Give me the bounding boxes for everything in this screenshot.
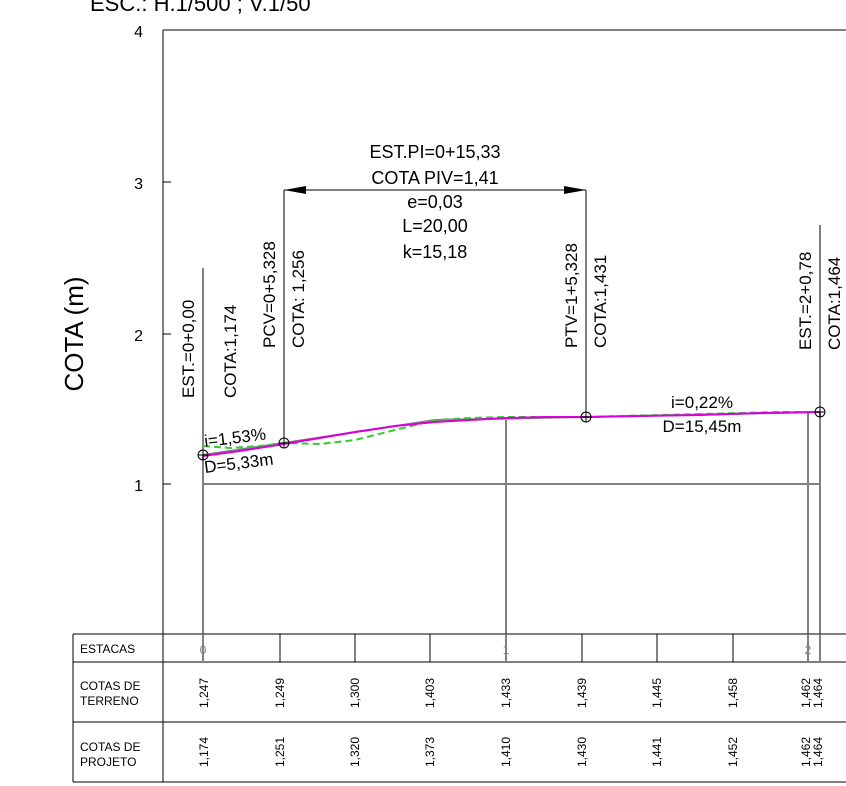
terreno-value-9: 1,464 — [811, 678, 825, 708]
projeto-value-2: 1,320 — [348, 737, 362, 767]
projeto-value-1: 1,251 — [273, 737, 287, 767]
y-tick-label-4: 4 — [134, 24, 143, 41]
terreno-value-6: 1,445 — [650, 678, 664, 708]
start-cota-label: COTA:1,174 — [221, 305, 240, 398]
terreno-value-7: 1,458 — [726, 678, 740, 708]
curve-piv-cota: COTA PIV=1,41 — [371, 168, 498, 188]
y-tick-label-1: 1 — [134, 478, 143, 495]
curve-e-value: e=0,03 — [407, 192, 463, 212]
end-point-marker — [814, 406, 826, 418]
ptv-cota-label: COTA:1,431 — [591, 255, 610, 348]
projeto-value-9: 1,464 — [811, 737, 825, 767]
ptv-station-label: PTV=1+5,328 — [562, 243, 581, 348]
right-distance-label: D=15,45m — [663, 417, 742, 436]
pcv-station-label: PCV=0+5,328 — [260, 241, 279, 348]
terreno-values: 1,247 1,249 1,300 1,403 1,433 1,439 1,445 1,458… — [197, 678, 825, 708]
projeto-value-5: 1,430 — [575, 737, 589, 767]
projeto-value-0: 1,174 — [197, 737, 211, 767]
right-grade-label: i=0,22% — [671, 393, 733, 412]
estaca-0: 0 — [200, 643, 207, 657]
y-axis-label: COTA (m) — [59, 276, 89, 391]
ptv-point-marker — [580, 411, 592, 423]
curve-length-value: L=20,00 — [402, 216, 468, 236]
end-cota-label: COTA:1,464 — [825, 257, 844, 350]
table-row-projeto-label-b: PROJETO — [80, 755, 136, 769]
profile-table — [72, 633, 846, 783]
estaca-2: 2 — [805, 643, 812, 657]
curve-pi-station: EST.PI=0+15,33 — [369, 142, 500, 162]
pcv-point-marker — [278, 437, 290, 449]
terreno-value-3: 1,403 — [423, 678, 437, 708]
terreno-value-4: 1,433 — [499, 678, 513, 708]
projeto-values: 1,174 1,251 1,320 1,373 1,410 1,430 1,441 1,452… — [197, 737, 825, 767]
start-point-marker — [197, 449, 209, 461]
dimension-arrow-left — [284, 186, 306, 194]
terreno-value-8: 1,462 — [799, 678, 813, 708]
y-tick-label-2: 2 — [134, 328, 143, 345]
projeto-value-7: 1,452 — [726, 737, 740, 767]
curve-k-value: k=15,18 — [403, 242, 468, 262]
projeto-value-3: 1,373 — [423, 737, 437, 767]
terreno-value-2: 1,300 — [348, 678, 362, 708]
terreno-value-1: 1,249 — [273, 678, 287, 708]
end-station-label: EST.=2+0,78 — [796, 252, 815, 350]
terreno-value-5: 1,439 — [575, 678, 589, 708]
projeto-value-8: 1,462 — [799, 737, 813, 767]
table-row-terreno-label-a: COTAS DE — [80, 679, 140, 693]
project-line — [202, 411, 821, 457]
table-row-terreno-label-b: TERRENO — [80, 694, 139, 708]
table-row-projeto-label-a: COTAS DE — [80, 740, 140, 754]
projeto-value-6: 1,441 — [650, 737, 664, 767]
dimension-arrow-right — [564, 186, 586, 194]
table-row-estacas-label: ESTACAS — [80, 642, 135, 656]
start-station-label: EST.=0+0,00 — [179, 300, 198, 398]
projeto-value-4: 1,410 — [499, 737, 513, 767]
estaca-1: 1 — [503, 643, 510, 657]
scale-text: ESC.: H.1/500 ; V.1/50 — [90, 0, 311, 16]
terreno-value-0: 1,247 — [197, 678, 211, 708]
pcv-cota-label: COTA: 1,256 — [289, 250, 308, 348]
y-tick-label-3: 3 — [134, 176, 143, 193]
